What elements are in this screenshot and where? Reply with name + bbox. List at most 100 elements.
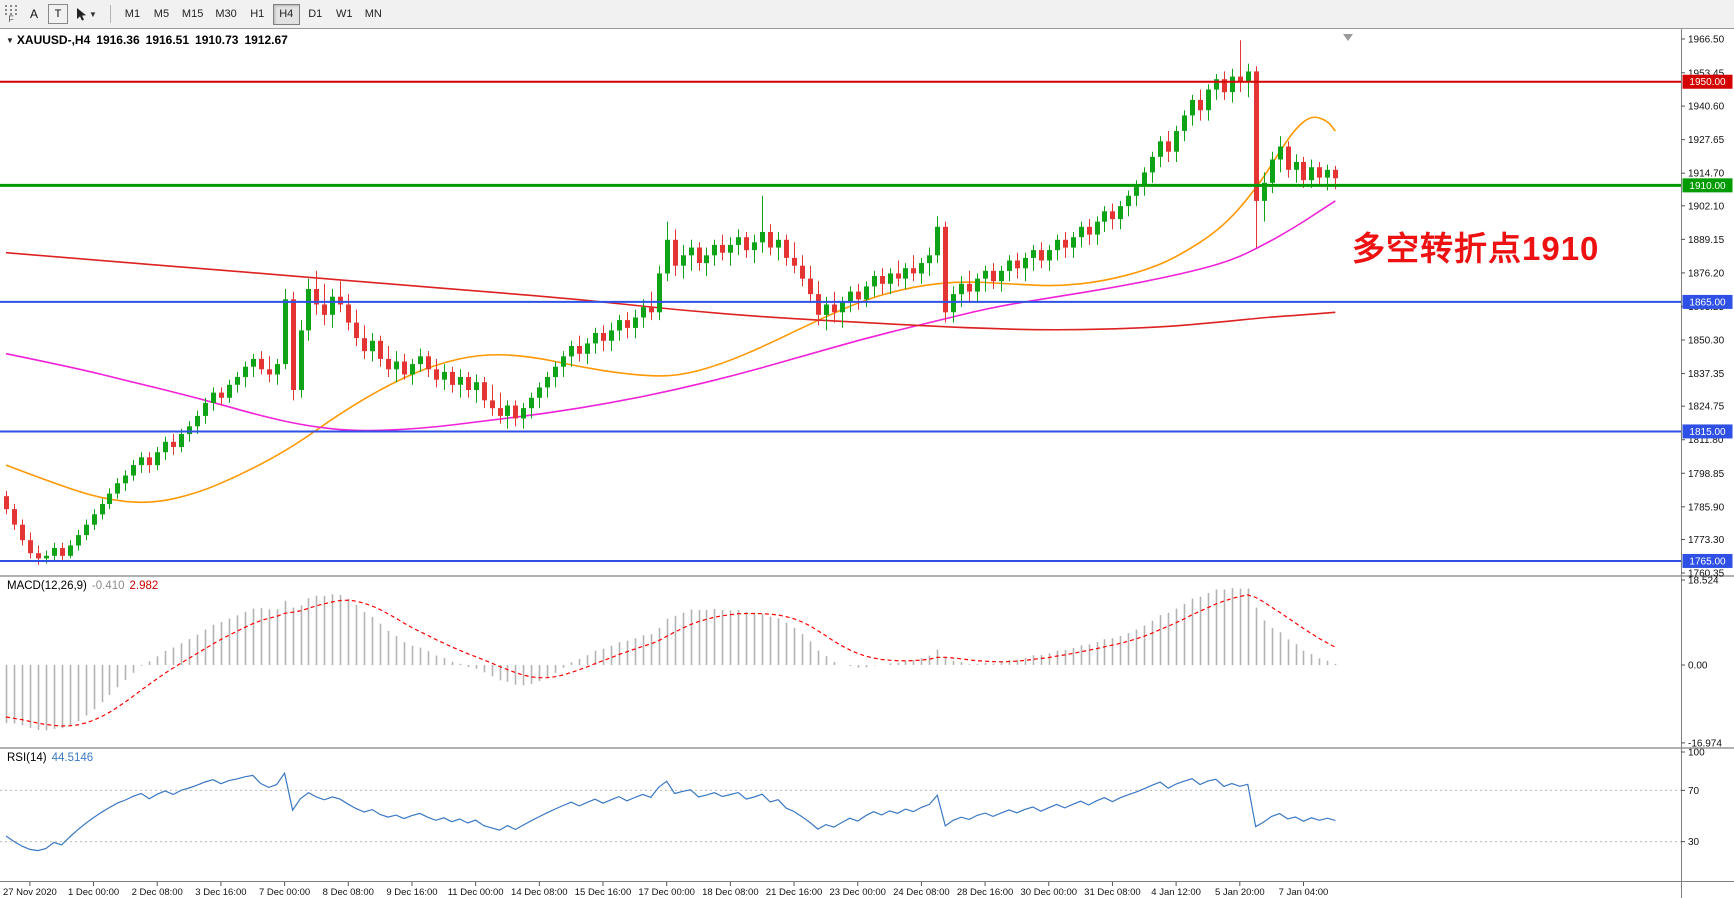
price-flag: [1682, 553, 1733, 568]
candle-body: [824, 304, 829, 315]
candle-body: [147, 457, 152, 466]
candle-body: [203, 402, 208, 416]
price-axis-label: 1953.45: [1688, 68, 1725, 79]
candle-body: [505, 405, 510, 416]
candle-body: [704, 255, 709, 264]
candle-body: [44, 555, 49, 559]
horizontal-lines-layer: [0, 80, 1681, 562]
timeframe-button-MN[interactable]: MN: [359, 3, 387, 25]
candle-body: [291, 299, 296, 390]
candle-body: [649, 307, 654, 313]
candle-body: [689, 247, 694, 256]
candle-body: [1110, 211, 1115, 220]
candle-body: [712, 244, 717, 256]
candle-body: [1246, 71, 1251, 82]
time-axis-label: 3 Dec 16:00: [195, 887, 246, 898]
candle-body: [322, 304, 327, 315]
price-flag: [1682, 178, 1733, 193]
candle-body: [1270, 159, 1275, 183]
chart-shift-marker-icon: [1343, 34, 1353, 41]
candle-body: [888, 273, 893, 284]
timeframe-button-H4[interactable]: H4: [272, 3, 300, 25]
arrow-tool-button[interactable]: ▼: [72, 4, 101, 24]
candle-body: [211, 392, 216, 403]
candle-body: [617, 320, 622, 331]
candle-body: [665, 239, 670, 274]
candle-body: [927, 255, 932, 264]
candle-body: [1150, 156, 1155, 173]
candle-body: [1134, 185, 1139, 196]
toolbar: F A T ▼ M1 M5 M15 M30 H1 H4 D1 W1 MN: [0, 0, 1734, 29]
ma-red-line: [5, 251, 1336, 331]
candle-body: [92, 514, 97, 525]
candle-body: [911, 268, 916, 274]
text-tool-button[interactable]: A: [24, 4, 44, 24]
candle-body: [816, 294, 821, 315]
candle-body: [537, 387, 542, 398]
timeframe-button-M1[interactable]: M1: [118, 3, 146, 25]
timeframe-button-M15[interactable]: M15: [176, 3, 209, 25]
candle-body: [4, 496, 9, 510]
toolbar-grip[interactable]: F: [0, 0, 22, 28]
ma-orange-line: [5, 116, 1336, 504]
timeframe-button-W1[interactable]: W1: [330, 3, 358, 25]
grip-dots-icon: [5, 4, 17, 15]
candle-body: [896, 273, 901, 279]
time-axis-label: 14 Dec 08:00: [511, 887, 568, 898]
price-flag: [1682, 424, 1733, 439]
price-axis-label: 1927.65: [1688, 135, 1725, 146]
candle-body: [728, 244, 733, 253]
candle-body: [1333, 169, 1338, 179]
candle-body: [243, 366, 248, 378]
chart-canvas[interactable]: 1966.50 1953.45 1940.60 1927.65 1914.70 1902.…: [0, 29, 1734, 898]
candle-body: [1222, 79, 1227, 93]
candle-body: [1079, 226, 1084, 238]
candle-body: [864, 286, 869, 300]
timeframe-toolbar: M1 M5 M15 M30 H1 H4 D1 W1 MN: [118, 3, 388, 25]
candle-body: [1031, 250, 1036, 258]
time-axis-label: 7 Jan 04:00: [1279, 887, 1329, 898]
time-axis-label: 17 Dec 00:00: [638, 887, 695, 898]
time-axis-label: 8 Dec 08:00: [323, 887, 374, 898]
candle-body: [346, 304, 351, 323]
price-axis-label: 1889.15: [1688, 235, 1725, 246]
candle-body: [267, 369, 272, 375]
time-axis-label: 31 Dec 08:00: [1084, 887, 1141, 898]
rsi-axis-label: 30: [1688, 837, 1700, 848]
candle-body: [1142, 172, 1147, 186]
time-axis-label: 1 Dec 00:00: [68, 887, 119, 898]
candle-body: [681, 255, 686, 266]
macd-axis-label: 18.524: [1688, 576, 1719, 587]
candle-body: [1063, 239, 1068, 248]
candle-body: [872, 276, 877, 287]
timeframe-button-M30[interactable]: M30: [210, 3, 242, 25]
timeframe-button-M5[interactable]: M5: [147, 3, 175, 25]
candle-body: [808, 278, 813, 295]
candle-body: [784, 239, 789, 258]
rsi-axis-label: 100: [1688, 748, 1705, 759]
textbox-tool-button[interactable]: T: [48, 4, 68, 24]
price-axis-label: 1850.30: [1688, 335, 1725, 346]
time-axis-label: 23 Dec 00:00: [829, 887, 886, 898]
candle-body: [1238, 76, 1243, 82]
candle-body: [593, 333, 598, 344]
time-axis-label: 18 Dec 08:00: [702, 887, 759, 898]
rsi-axis-label: 70: [1688, 786, 1700, 797]
cursor-arrow-icon: [77, 7, 86, 21]
candle-body: [251, 358, 256, 367]
candle-body: [131, 465, 136, 476]
candle-body: [1007, 260, 1012, 271]
price-axis: 1966.50 1953.45 1940.60 1927.65 1914.70 1902.…: [1681, 35, 1733, 580]
panel-separator: [0, 747, 1734, 749]
timeframe-button-H1[interactable]: H1: [243, 3, 271, 25]
timeframe-button-D1[interactable]: D1: [301, 3, 329, 25]
macd-histogram: [5, 588, 1337, 731]
candle-body: [418, 356, 423, 365]
candle-body: [28, 540, 33, 554]
time-axis-label: 30 Dec 00:00: [1021, 887, 1078, 898]
candle-body: [673, 239, 678, 266]
time-axis-label: 9 Dec 16:00: [386, 887, 437, 898]
candle-body: [1317, 167, 1322, 178]
price-axis-label: 1966.50: [1688, 35, 1725, 46]
